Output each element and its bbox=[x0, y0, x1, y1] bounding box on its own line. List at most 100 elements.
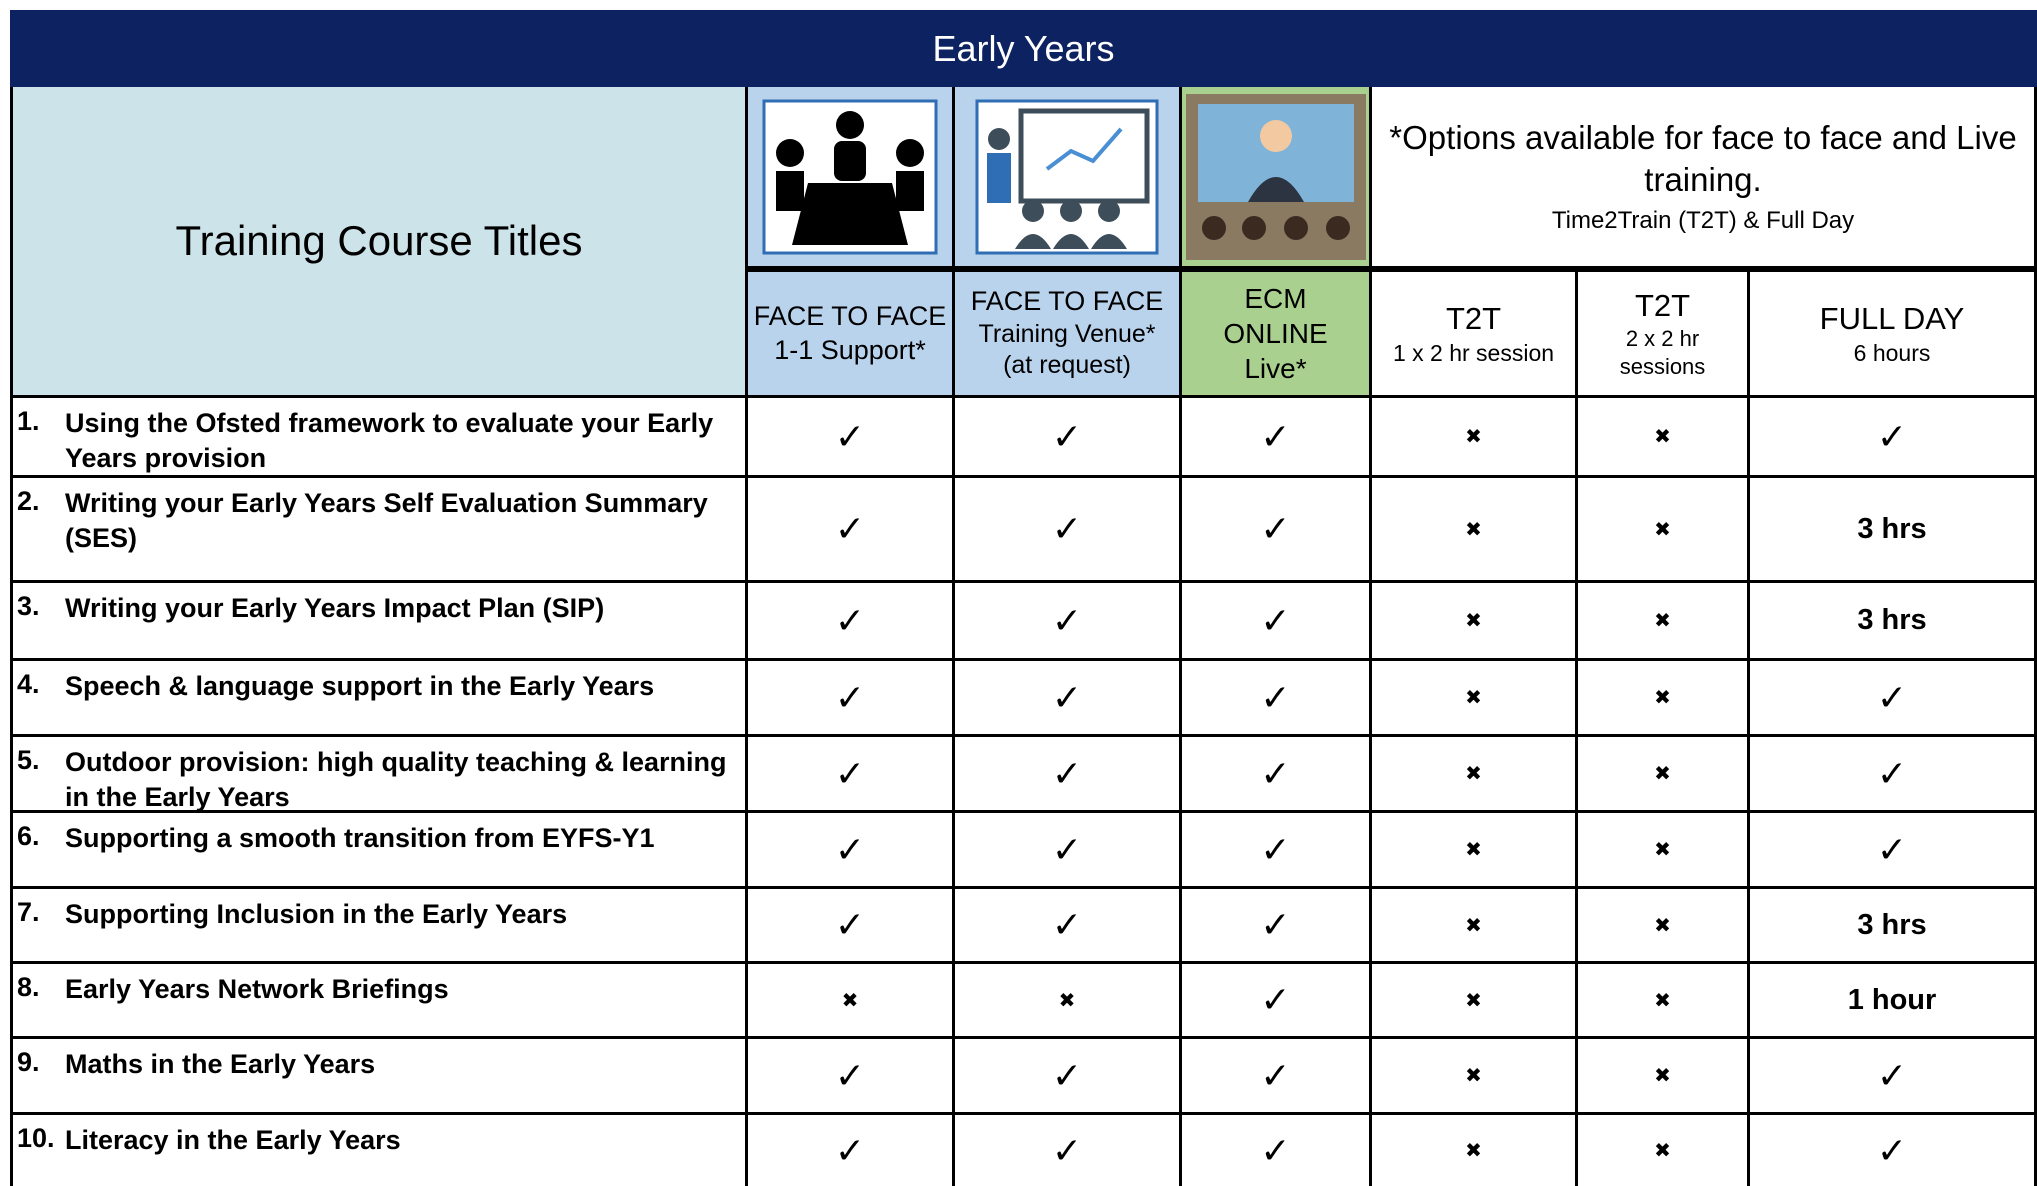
row-title: Outdoor provision: high quality teaching… bbox=[65, 747, 727, 813]
check-mark: ✓ bbox=[1051, 904, 1083, 945]
check-mark: ✓ bbox=[1051, 676, 1083, 718]
table-cell: ✖ bbox=[748, 964, 955, 1039]
row-number: 5. bbox=[17, 745, 40, 775]
check-mark: ✓ bbox=[834, 508, 866, 549]
row-number: 1. bbox=[17, 406, 40, 436]
row-title: Writing your Early Years Self Evaluation… bbox=[65, 488, 708, 554]
row-title: Early Years Network Briefings bbox=[65, 974, 449, 1004]
column-label-line: Training Venue* bbox=[978, 320, 1156, 349]
check-mark: ✓ bbox=[1260, 828, 1291, 870]
row-number: 2. bbox=[17, 486, 40, 516]
row-title: Supporting a smooth transition from EYFS… bbox=[65, 823, 655, 853]
column-header: FACE TO FACE 1-1 Support* bbox=[748, 269, 955, 398]
table-cell: ✓ bbox=[1182, 583, 1372, 661]
table-cell: ✓ bbox=[748, 737, 955, 813]
table-cell: ✖ bbox=[1372, 737, 1578, 813]
column-header: FULL DAY 6 hours bbox=[1750, 269, 2037, 398]
table-cell: ✓ bbox=[748, 1115, 955, 1186]
row-title-cell: 7. Supporting Inclusion in the Early Year… bbox=[10, 889, 748, 964]
column-label-line: ECM bbox=[1244, 283, 1307, 314]
cross-mark: ✖ bbox=[1465, 610, 1482, 632]
online-icon bbox=[1185, 93, 1366, 260]
table-cell: 3 hrs bbox=[1750, 478, 2037, 583]
table-cell: ✖ bbox=[1578, 813, 1750, 889]
check-mark: ✓ bbox=[1051, 1054, 1083, 1096]
table-cell: ✓ bbox=[748, 813, 955, 889]
table-cell: ✖ bbox=[1372, 1039, 1578, 1115]
table-cell: 3 hrs bbox=[1750, 583, 2037, 661]
column-label: T2T 2 x 2 hr sessions bbox=[1620, 287, 1706, 381]
table-cell: ✓ bbox=[1182, 813, 1372, 889]
check-mark: ✓ bbox=[1260, 1054, 1291, 1096]
cross-mark: ✖ bbox=[1465, 426, 1482, 448]
table-cell: ✖ bbox=[1372, 964, 1578, 1039]
column-header: ECM ONLINE Live* bbox=[1182, 269, 1372, 398]
table-cell: ✖ bbox=[1372, 398, 1578, 478]
table-cell: ✓ bbox=[1182, 661, 1372, 737]
check-mark: ✓ bbox=[1876, 1129, 1908, 1171]
column-label-line: T2T bbox=[1445, 300, 1502, 336]
table-cell: ✖ bbox=[1578, 1039, 1750, 1115]
row-title-cell: 3. Writing your Early Years Impact Plan (… bbox=[10, 583, 748, 661]
check-mark: ✓ bbox=[1051, 508, 1083, 549]
cross-mark: ✖ bbox=[1654, 914, 1671, 937]
table-cell: ✓ bbox=[955, 813, 1182, 889]
check-mark: ✓ bbox=[834, 1129, 866, 1171]
cross-mark: ✖ bbox=[1465, 1140, 1482, 1162]
column-label: FACE TO FACE 1-1 Support* bbox=[754, 300, 947, 368]
column-header: FACE TO FACE Training Venue* (at request) bbox=[955, 269, 1182, 398]
column-label-line: (at request) bbox=[1003, 351, 1131, 380]
row-title: Speech & language support in the Early Y… bbox=[65, 671, 655, 701]
table-cell: ✖ bbox=[1372, 889, 1578, 964]
check-mark: ✓ bbox=[1051, 599, 1083, 641]
cross-mark: ✖ bbox=[1654, 518, 1671, 541]
column-label-line: FULL DAY bbox=[1819, 300, 1965, 336]
row-number: 7. bbox=[17, 897, 40, 927]
row-number: 3. bbox=[17, 591, 40, 621]
check-mark: ✓ bbox=[1260, 979, 1291, 1020]
table-cell: ✓ bbox=[955, 478, 1182, 583]
table-cell: ✓ bbox=[955, 1039, 1182, 1115]
cross-mark: ✖ bbox=[1465, 914, 1482, 937]
cross-mark: ✖ bbox=[1465, 989, 1482, 1012]
duration: 3 hrs bbox=[1857, 512, 1927, 545]
check-mark: ✓ bbox=[1051, 752, 1083, 794]
check-mark: ✓ bbox=[1260, 508, 1291, 549]
note: *Options available for face to face and … bbox=[1372, 117, 2034, 236]
table-cell: ✓ bbox=[955, 737, 1182, 813]
cross-mark: ✖ bbox=[1654, 1140, 1671, 1162]
table-cell: ✖ bbox=[1372, 478, 1578, 583]
cross-mark: ✖ bbox=[1654, 687, 1671, 709]
title-bar: Early Years bbox=[10, 10, 2037, 87]
column-label: FULL DAY 6 hours bbox=[1820, 300, 1965, 368]
table-cell: 3 hrs bbox=[1750, 889, 2037, 964]
cross-mark: ✖ bbox=[1058, 989, 1076, 1012]
column-label: T2T 1 x 2 hr session bbox=[1393, 300, 1554, 368]
table-cell: ✓ bbox=[1750, 737, 2037, 813]
meeting-icon bbox=[762, 99, 938, 254]
row-title-cell: 6. Supporting a smooth transition from EY… bbox=[10, 813, 748, 889]
check-mark: ✓ bbox=[1876, 828, 1908, 870]
table-cell: ✖ bbox=[1578, 478, 1750, 583]
cross-mark: ✖ bbox=[1654, 610, 1671, 632]
cross-mark: ✖ bbox=[1654, 839, 1671, 861]
check-mark: ✓ bbox=[834, 904, 866, 945]
check-mark: ✓ bbox=[1051, 828, 1083, 870]
table-cell: ✓ bbox=[748, 661, 955, 737]
table-cell: ✓ bbox=[748, 889, 955, 964]
row-title: Supporting Inclusion in the Early Years bbox=[65, 899, 568, 929]
column-label-line: 6 hours bbox=[1853, 339, 1931, 366]
row-title: Using the Ofsted framework to evaluate y… bbox=[65, 408, 714, 474]
duration: 3 hrs bbox=[1857, 908, 1927, 941]
check-mark: ✓ bbox=[1051, 1129, 1083, 1171]
table-cell: ✓ bbox=[1182, 1115, 1372, 1186]
check-mark: ✓ bbox=[834, 676, 866, 718]
cross-mark: ✖ bbox=[1654, 1065, 1671, 1087]
cross-mark: ✖ bbox=[1465, 763, 1482, 785]
table-cell: ✓ bbox=[955, 583, 1182, 661]
check-mark: ✓ bbox=[1260, 599, 1291, 641]
titles-heading: Training Course Titles bbox=[10, 87, 748, 398]
table-cell: ✓ bbox=[1182, 478, 1372, 583]
cross-mark: ✖ bbox=[1654, 763, 1671, 785]
